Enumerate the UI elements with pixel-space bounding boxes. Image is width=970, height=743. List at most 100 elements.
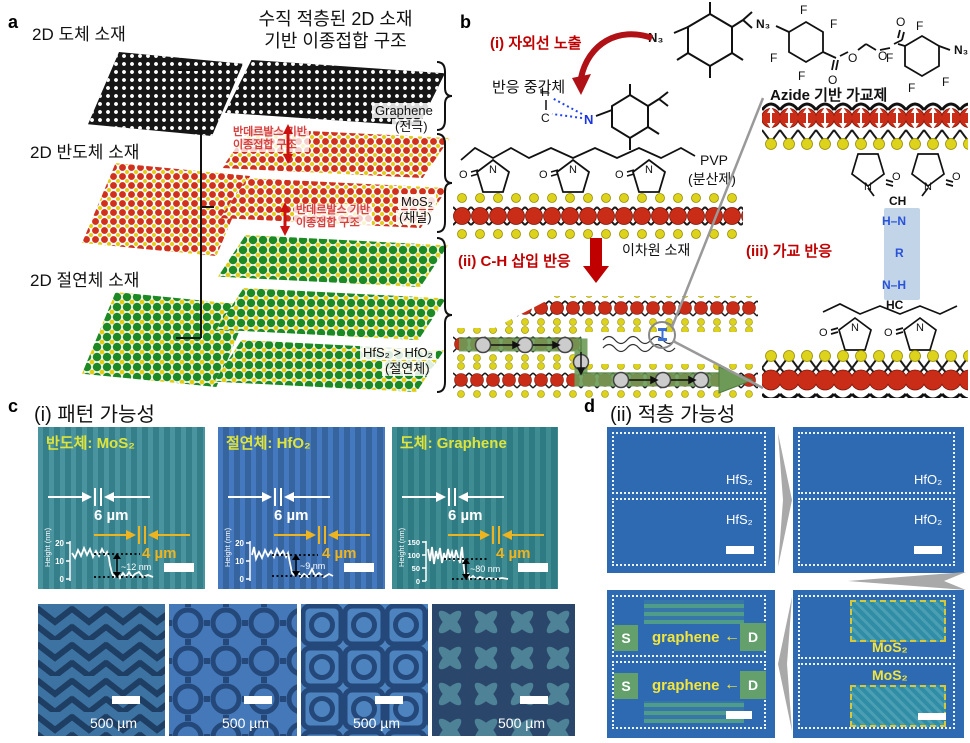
functionalized-slab-bottom [762,348,968,398]
pvp-n-1: N [489,164,497,176]
micrograph-hfo2-annotations: 6 µm 4 µm 20 10 0 Height (nm) [223,488,374,584]
source-pad: S [614,625,638,651]
left-arrow-icon: ← [724,676,740,693]
panel-b-letter: b [460,12,471,32]
scale-label: 500 µm [353,715,400,731]
stack-image-hfo2: HfO₂ HfO₂ [793,427,964,573]
circle-grid-pattern: 500 µm [301,604,428,736]
source-pad: S [614,673,638,699]
ring-n-1: N [864,181,872,193]
f-8: F [908,81,915,94]
material-title-insulator: 2D 절연체 소재 [30,271,140,290]
tick-0: 0 [240,575,245,584]
f-7: F [942,75,949,89]
micrograph-mos2: 반도체: MoS₂ 6 µm 4 µm 20 10 0 He [38,427,205,589]
stack-title-line1: 수직 적층된 2D 소재 [258,9,413,29]
pattern-image-herringbone: 500 µm [38,604,165,736]
f-4: F [798,69,805,83]
hfs2-label-2: HfS₂ [726,512,753,527]
axis-label-height: Height (nm) [43,527,52,567]
pvp-role: (분산제) [688,171,736,187]
f-1: F [800,3,807,17]
flow-arrow-down [848,572,966,590]
scale-bar [518,563,548,572]
panel-c-letter: c [8,396,19,416]
micrograph-mos2-label: 반도체: MoS₂ [46,435,135,452]
vdw-2-line1: 반데르발스 기반 [296,204,370,216]
scale-bar [918,713,946,720]
tick-0: 0 [60,575,65,584]
scale-bar [375,696,403,704]
graphene-electrode-lines [644,701,744,723]
herringbone-pattern: 500 µm [38,604,165,736]
micrograph-mos2-annotations: 6 µm 4 µm 20 10 0 Height (nm) [43,488,194,584]
f-3: F [770,51,777,65]
graphene-channel-label: graphene [652,629,720,646]
layer-role-mos2: (채널) [396,210,435,225]
micrograph-hfo2: 절연체: HfO₂ 6 µm 4 µm 20 10 0 He [218,427,385,589]
mos2-film-1 [850,600,946,642]
hfs2-region-1: HfS₂ [612,432,766,494]
flow-arrow-right [778,433,792,567]
nitrene-intermediate-diagram: H C N [541,84,669,150]
vdw-1-line1: 반데르발스 기반 [233,126,307,138]
meas-6um: 6 µm [448,507,483,524]
tick-10: 10 [55,557,64,566]
vdw-annotation-2: 반데르발스 기반 이종접합 구조 [294,204,372,230]
step-height-80nm: ~80 nm [470,564,500,574]
crosslink-hn: H–N [882,214,907,228]
crosslink-nh: N–H [882,278,907,292]
scale-bar [726,546,754,554]
layer-role-graphene: (전극) [392,119,431,134]
graphene-sheet-illustration [88,52,243,136]
intermediate-label: 반응 중간체 [492,79,566,96]
panel-d-title: (ii) 적층 가능성 [610,404,736,426]
stack-image-graphene-device: S graphene ← D S graphene ← D [607,590,775,738]
h-atom-label: H [541,85,550,99]
hfo2-label-2: HfO₂ [914,512,943,527]
scale-bar [112,696,140,704]
drain-pad: D [740,671,766,699]
hfs2-region-2: HfS₂ [612,498,766,566]
functionalized-slab-top [762,102,968,154]
scale-label: 500 µm [222,715,269,731]
ring-n-3: N [851,322,859,334]
device-region-2: S graphene ← D [612,661,766,729]
2d-material-slab [453,192,743,240]
meas-4um: 4 µm [322,545,357,562]
mos2-sheet-illustration [82,163,250,256]
azide-n3-label: N₃ [648,30,663,45]
crosslink-highlight [884,208,920,300]
ring-n-2: N [924,181,932,193]
vdw-1-line2: 이종접합 구조 [233,139,297,151]
tick-100: 100 [407,551,420,560]
scale-bar [914,546,942,554]
crosslinker-molecule-diagram: N₃ F F F F O O O O N₃ F F F F [756,3,968,94]
flow-arrow-left [778,597,792,731]
scale-bar [344,563,374,572]
hfo2-region-2: HfO₂ [798,498,955,566]
hfs2-label-1: HfS₂ [726,472,753,487]
ring-n-4: N [916,322,924,334]
f-6: F [886,51,893,65]
tick-0: 0 [416,577,420,586]
stack-layer-insulator-2 [216,288,446,340]
stack-layer-insulator-1 [218,235,448,287]
hfo2-region-1: HfO₂ [798,432,955,494]
micrograph-graphene-label: 도체: Graphene [400,435,507,452]
stack-title: 수직 적층된 2D 소재 기반 이종접합 구조 [228,8,443,52]
material-title-semiconductor: 2D 반도체 소재 [30,143,140,162]
ring-o-3: O [819,327,828,339]
mos2-label-1: MoS₂ [872,639,908,655]
stack-image-hfs2: HfS₂ HfS₂ [607,427,775,573]
stack-layer-mos2-1 [222,128,450,178]
ch-insertion-illustration [453,296,758,398]
material-2d-label: 이차원 소재 [622,242,691,258]
crosslinker-n3-left: N₃ [756,17,770,31]
scale-label: 500 µm [90,715,137,731]
micrograph-hfo2-label: 절연체: HfO₂ [226,435,311,452]
o-carbonyl-left: O [828,73,837,87]
axis-label-height: Height (nm) [397,527,406,567]
c-atom-label: C [541,111,550,125]
step2-ch-insertion: (ii) C-H 삽입 반응 [458,253,571,270]
